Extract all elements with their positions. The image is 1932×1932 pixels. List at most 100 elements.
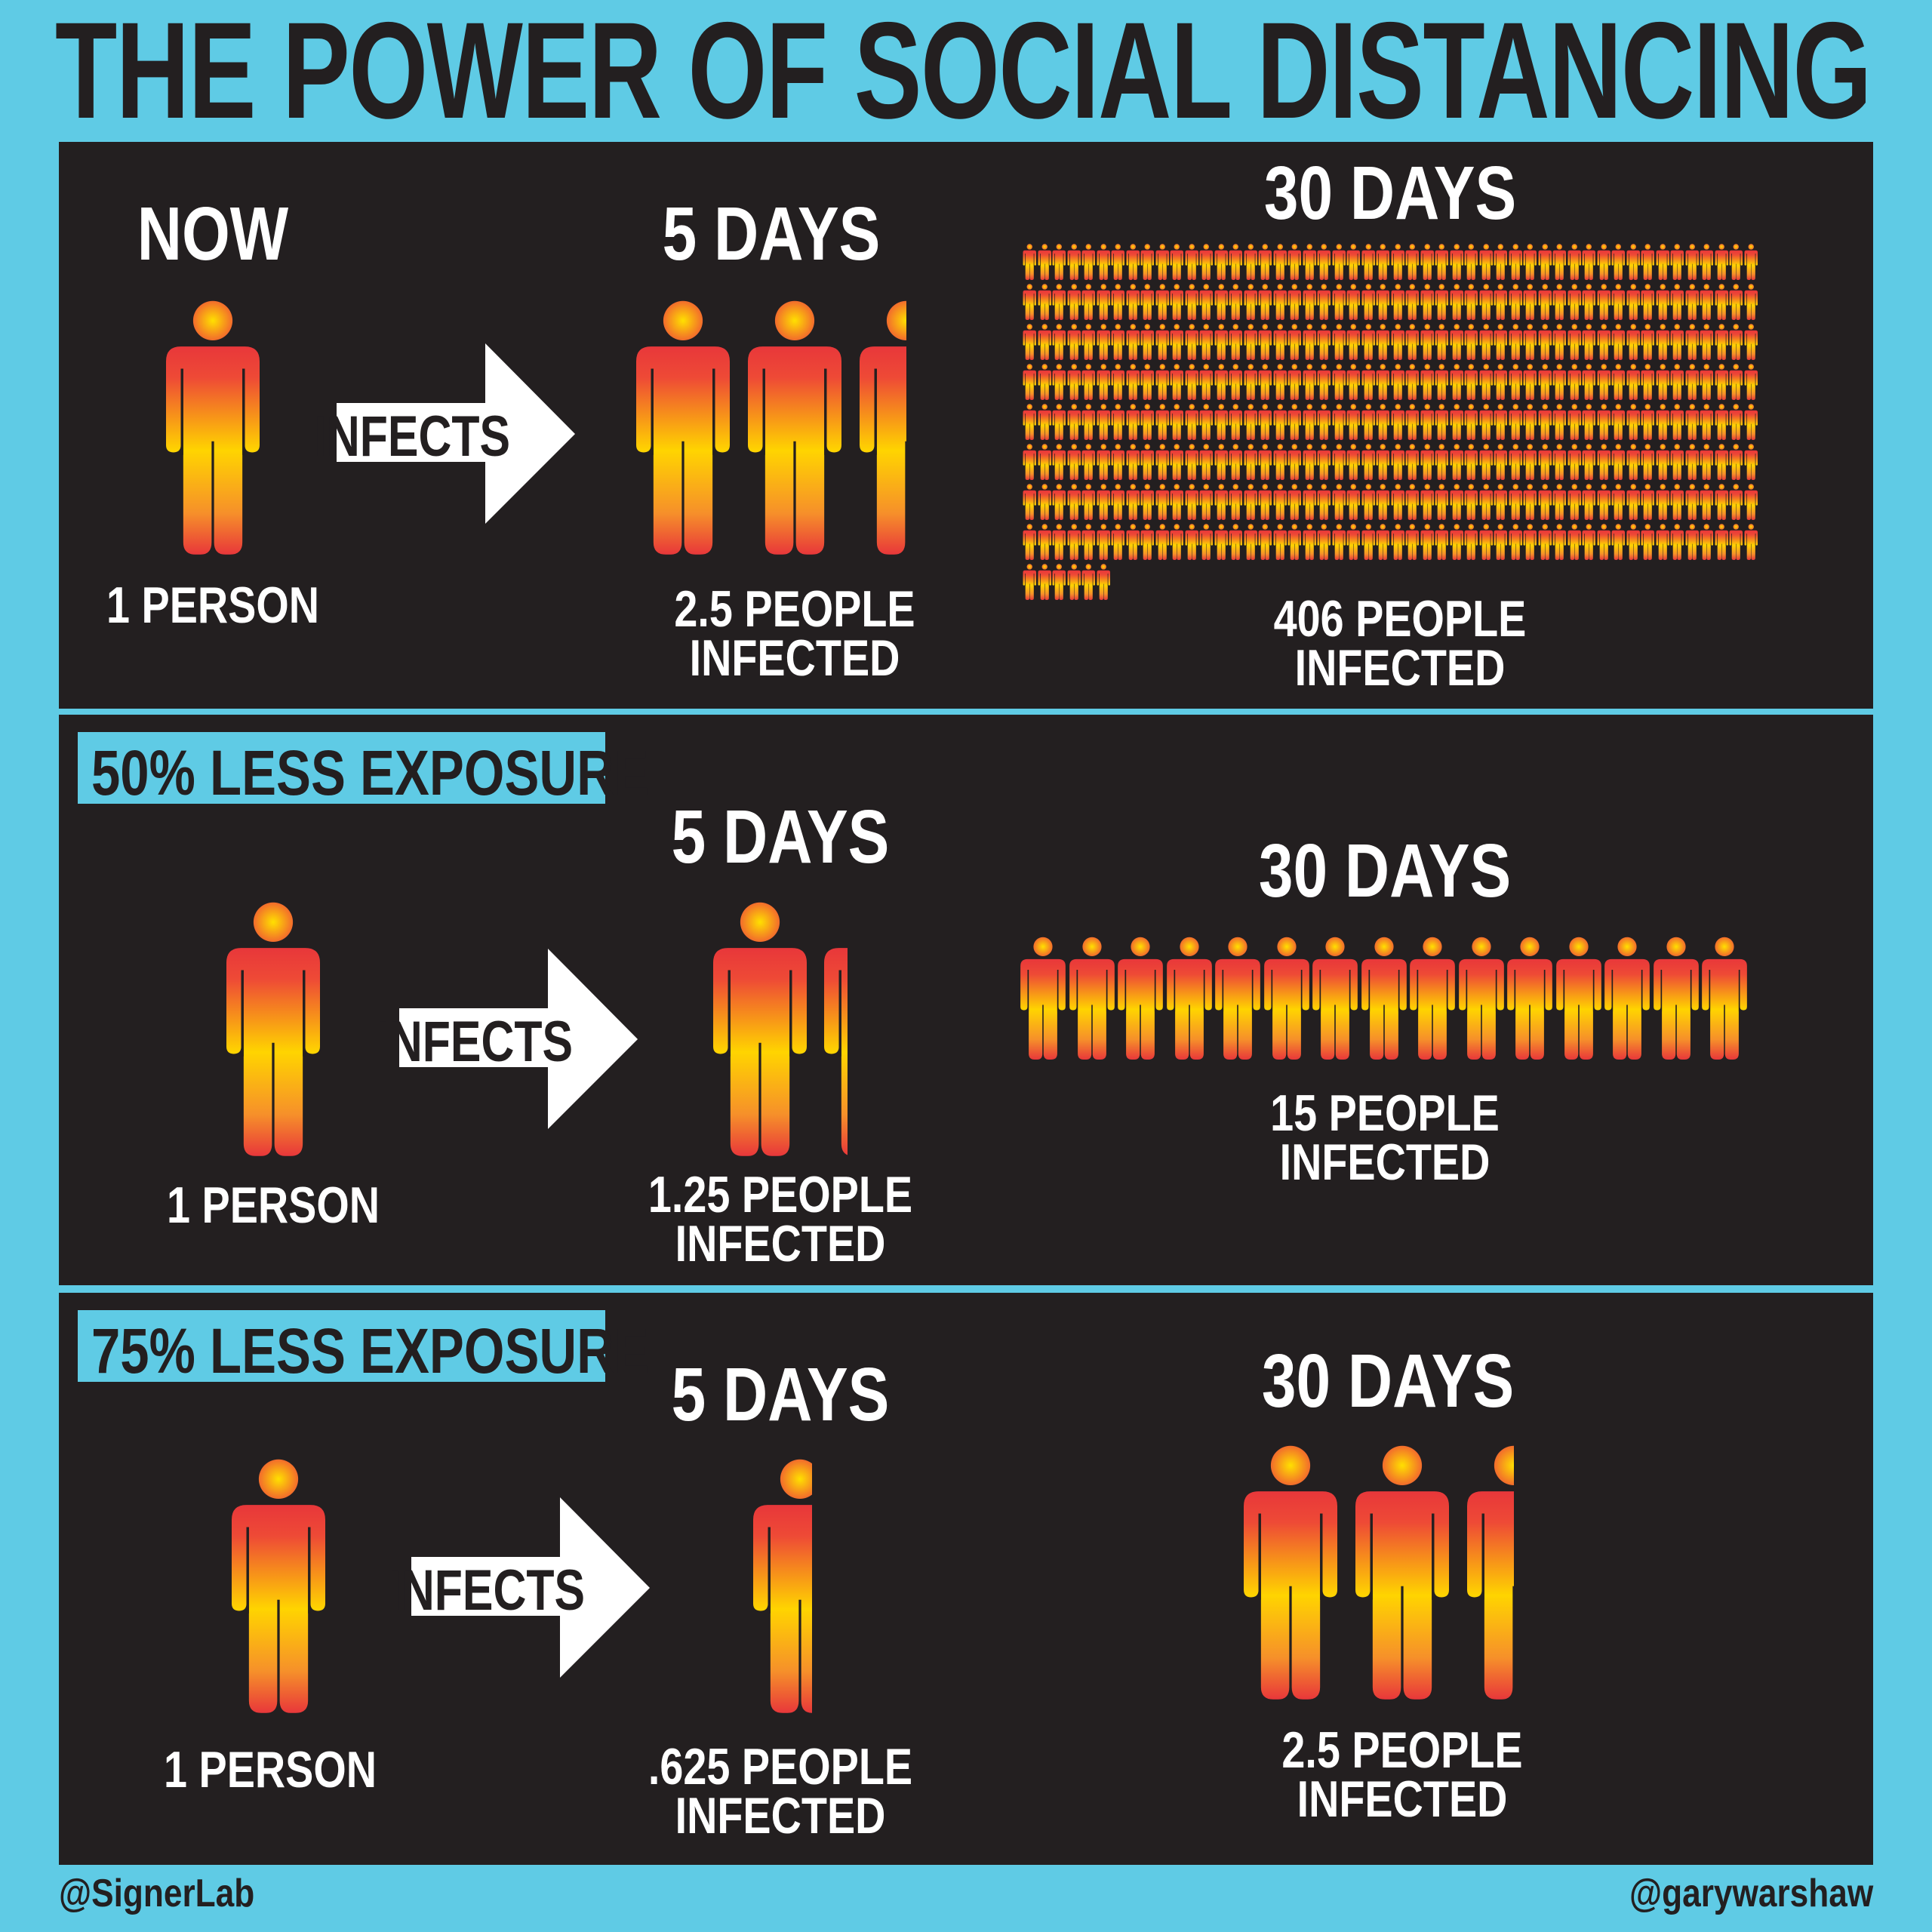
person-icon <box>1582 284 1596 320</box>
person-icon <box>1331 244 1346 280</box>
day30-caption: 406 PEOPLE INFECTED <box>1274 593 1527 694</box>
person-icon <box>1684 404 1700 440</box>
infects-arrow: INFECTS <box>377 949 638 1129</box>
person-icon <box>1508 324 1523 360</box>
person-icon <box>1066 284 1081 320</box>
person-icon <box>1243 444 1258 480</box>
person-icon <box>1537 284 1552 320</box>
now-caption: 1 PERSON <box>106 577 319 634</box>
person-icon <box>1478 324 1494 360</box>
person-icon <box>1020 937 1066 1060</box>
person-icon <box>1670 364 1684 400</box>
person-icon <box>1125 284 1140 320</box>
person-icon <box>1140 364 1155 400</box>
person-icon <box>1684 524 1700 560</box>
person-icon <box>1596 524 1611 560</box>
credit-garywarshaw: @garywarshaw <box>1629 1872 1873 1915</box>
person-icon <box>1405 404 1420 440</box>
day30-caption-line2: INFECTED <box>1297 1770 1508 1828</box>
person-icon <box>1331 524 1346 560</box>
day5-caption-line2: INFECTED <box>689 629 900 687</box>
person-icon <box>1302 484 1317 520</box>
person-icon <box>1081 484 1096 520</box>
person-icon <box>1331 484 1346 520</box>
person-icon <box>1214 484 1229 520</box>
person-icon <box>1140 404 1155 440</box>
person-icon <box>1508 444 1523 480</box>
person-icon <box>1507 937 1552 1060</box>
person-icon <box>1125 444 1140 480</box>
person-icon <box>1312 937 1358 1060</box>
person-icon <box>1199 364 1214 400</box>
panel-75-less <box>59 1293 1873 1865</box>
person-icon <box>1111 484 1125 520</box>
person-icon <box>1700 324 1714 360</box>
person-icon <box>1052 564 1066 600</box>
person-icon <box>1729 524 1743 560</box>
person-icon <box>1361 324 1376 360</box>
person-icon <box>1023 484 1037 520</box>
infects-arrow: INFECTS <box>389 1497 650 1678</box>
person-icon <box>1729 404 1743 440</box>
day5-caption-line1: .625 PEOPLE <box>648 1738 913 1795</box>
person-icon <box>1331 444 1346 480</box>
person-icon <box>1670 524 1684 560</box>
person-icon <box>1523 364 1537 400</box>
person-icon <box>1258 364 1272 400</box>
person-icon <box>1243 404 1258 440</box>
person-icon <box>1626 244 1641 280</box>
person-icon <box>1449 444 1464 480</box>
person-icon <box>1700 404 1714 440</box>
partial-person-icon <box>1467 1444 1514 1700</box>
person-icon <box>1244 1444 1337 1700</box>
person-icon <box>1302 284 1317 320</box>
person-icon <box>1170 284 1184 320</box>
person-icon <box>1243 364 1258 400</box>
person-icon <box>1449 524 1464 560</box>
person-icon <box>1111 444 1125 480</box>
person-icon <box>1700 524 1714 560</box>
person-icon <box>1702 937 1747 1060</box>
person-icon <box>1023 284 1037 320</box>
person-icon <box>1655 444 1670 480</box>
person-icon <box>1405 524 1420 560</box>
person-icon <box>1052 284 1066 320</box>
person-icon <box>1684 444 1700 480</box>
person-icon <box>1552 484 1567 520</box>
person-icon <box>1684 324 1700 360</box>
person-icon <box>1596 404 1611 440</box>
person-icon <box>1714 244 1729 280</box>
person-icon <box>1361 444 1376 480</box>
person-icon <box>1582 244 1596 280</box>
person-icon <box>1199 324 1214 360</box>
person-icon <box>1641 364 1655 400</box>
person-icon <box>1626 444 1641 480</box>
person-icon <box>1066 524 1081 560</box>
person-icon <box>1243 244 1258 280</box>
person-icon <box>1567 364 1582 400</box>
person-icon <box>1655 524 1670 560</box>
day5-heading: 5 DAYS <box>671 1352 890 1437</box>
person-icon <box>1287 364 1302 400</box>
person-icon <box>1743 324 1758 360</box>
person-icon <box>1435 524 1449 560</box>
scenario-label-text: 50% LESS EXPOSURE <box>91 737 649 808</box>
person-icon <box>1184 244 1199 280</box>
person-icon <box>1494 324 1508 360</box>
person-icon <box>1641 284 1655 320</box>
person-icon <box>1523 484 1537 520</box>
person-icon <box>1376 444 1390 480</box>
people-now <box>232 1458 325 1713</box>
person-icon <box>1449 284 1464 320</box>
person-icon <box>1626 364 1641 400</box>
person-icon <box>1435 444 1449 480</box>
person-icon <box>1552 524 1567 560</box>
person-icon <box>1199 244 1214 280</box>
person-icon <box>1155 364 1170 400</box>
person-icon <box>1420 324 1435 360</box>
person-icon <box>1684 284 1700 320</box>
person-icon <box>1410 937 1455 1060</box>
person-icon <box>1052 484 1066 520</box>
person-icon <box>1361 484 1376 520</box>
person-icon <box>1155 404 1170 440</box>
